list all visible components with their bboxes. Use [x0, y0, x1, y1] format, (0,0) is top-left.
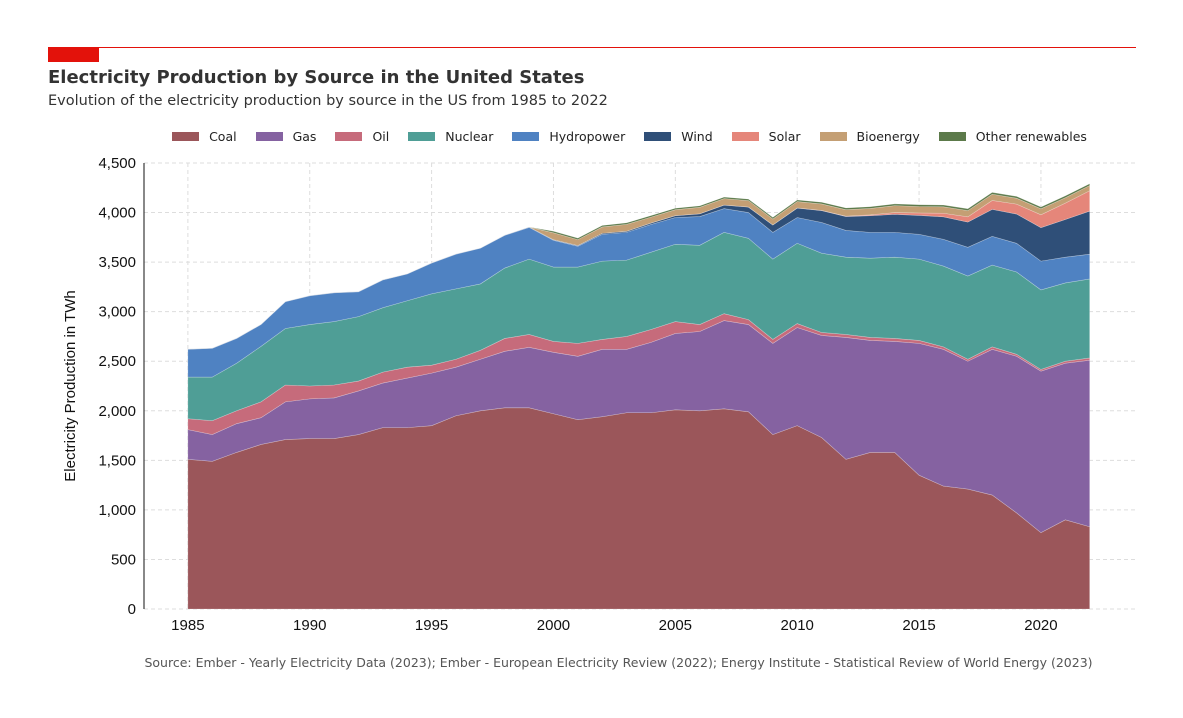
- accent-bar: [48, 48, 99, 62]
- header-rule: [48, 47, 1136, 48]
- chart-title: Electricity Production by Source in the …: [48, 67, 585, 88]
- area-bioenergy: [187, 185, 1090, 350]
- area-hydropower: [187, 208, 1090, 378]
- area-wind: [187, 204, 1090, 350]
- legend-label: Oil: [372, 129, 390, 144]
- area-nuclear: [187, 232, 1090, 421]
- legend-label: Nuclear: [445, 129, 494, 144]
- legend-item: Nuclear: [408, 129, 493, 144]
- legend-label: Other renewables: [975, 129, 1087, 144]
- y-tick-label: 0: [128, 601, 136, 618]
- legend-item: Coal: [172, 129, 237, 144]
- legend-item: Gas: [255, 129, 317, 144]
- y-tick-label: 3,000: [98, 304, 136, 321]
- legend-swatch: [255, 132, 283, 141]
- legend-item: Other renewables: [938, 129, 1087, 144]
- y-tick-label: 4,500: [98, 155, 136, 172]
- x-tick-label: 2015: [902, 617, 935, 634]
- x-tick-label: 2010: [781, 617, 814, 634]
- legend-swatch: [335, 132, 363, 141]
- y-tick-label: 3,500: [98, 254, 136, 271]
- legend-label: Solar: [768, 129, 801, 144]
- legend-item: Wind: [644, 129, 713, 144]
- chart-subtitle: Evolution of the electricity production …: [48, 93, 608, 109]
- x-tick-label: 2020: [1024, 617, 1057, 634]
- legend-swatch: [512, 132, 540, 141]
- y-tick-label: 4,000: [98, 205, 136, 222]
- legend-item: Solar: [731, 129, 801, 144]
- legend-swatch: [172, 132, 200, 141]
- legend-swatch: [819, 132, 847, 141]
- legend-label: Coal: [209, 129, 237, 144]
- area-oil: [187, 313, 1090, 435]
- legend-item: Bioenergy: [819, 129, 920, 144]
- legend-swatch: [408, 132, 436, 141]
- x-tick-label: 1990: [293, 617, 326, 634]
- legend-label: Hydropower: [549, 129, 626, 144]
- legend-swatch: [644, 132, 672, 141]
- y-tick-label: 1,500: [98, 452, 136, 469]
- legend-swatch: [731, 132, 759, 141]
- y-tick-label: 500: [111, 551, 136, 568]
- x-tick-label: 2005: [659, 617, 692, 634]
- legend-item: Oil: [335, 129, 389, 144]
- y-tick-label: 2,500: [98, 353, 136, 370]
- y-tick-label: 1,000: [98, 502, 136, 519]
- source-note: Source: Ember - Yearly Electricity Data …: [144, 655, 1093, 670]
- y-axis-label: Electricity Production in TWh: [62, 290, 79, 481]
- area-solar: [187, 190, 1090, 350]
- legend: Coal Gas Oil Nuclear Hydropower Wind Solar Bioe…: [0, 129, 1183, 144]
- x-tick-label: 1985: [171, 617, 204, 634]
- legend-label: Bioenergy: [856, 129, 920, 144]
- x-tick-label: 1995: [415, 617, 448, 634]
- y-tick-label: 2,000: [98, 403, 136, 420]
- legend-label: Gas: [292, 129, 317, 144]
- legend-swatch: [938, 132, 966, 141]
- legend-item: Hydropower: [512, 129, 625, 144]
- x-tick-label: 2000: [537, 617, 570, 634]
- legend-label: Wind: [681, 129, 713, 144]
- area-other-renewables: [187, 183, 1090, 350]
